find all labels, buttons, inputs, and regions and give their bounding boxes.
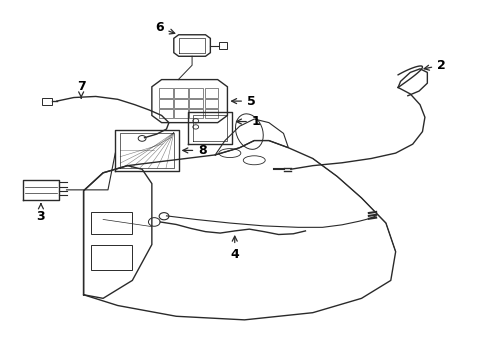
Text: 7: 7	[77, 80, 85, 98]
Text: 6: 6	[155, 21, 174, 34]
Text: 8: 8	[183, 144, 206, 157]
Text: 5: 5	[231, 95, 255, 108]
Text: 1: 1	[236, 115, 260, 128]
Text: 4: 4	[230, 236, 239, 261]
Text: 3: 3	[37, 204, 45, 223]
Text: 2: 2	[423, 59, 445, 72]
